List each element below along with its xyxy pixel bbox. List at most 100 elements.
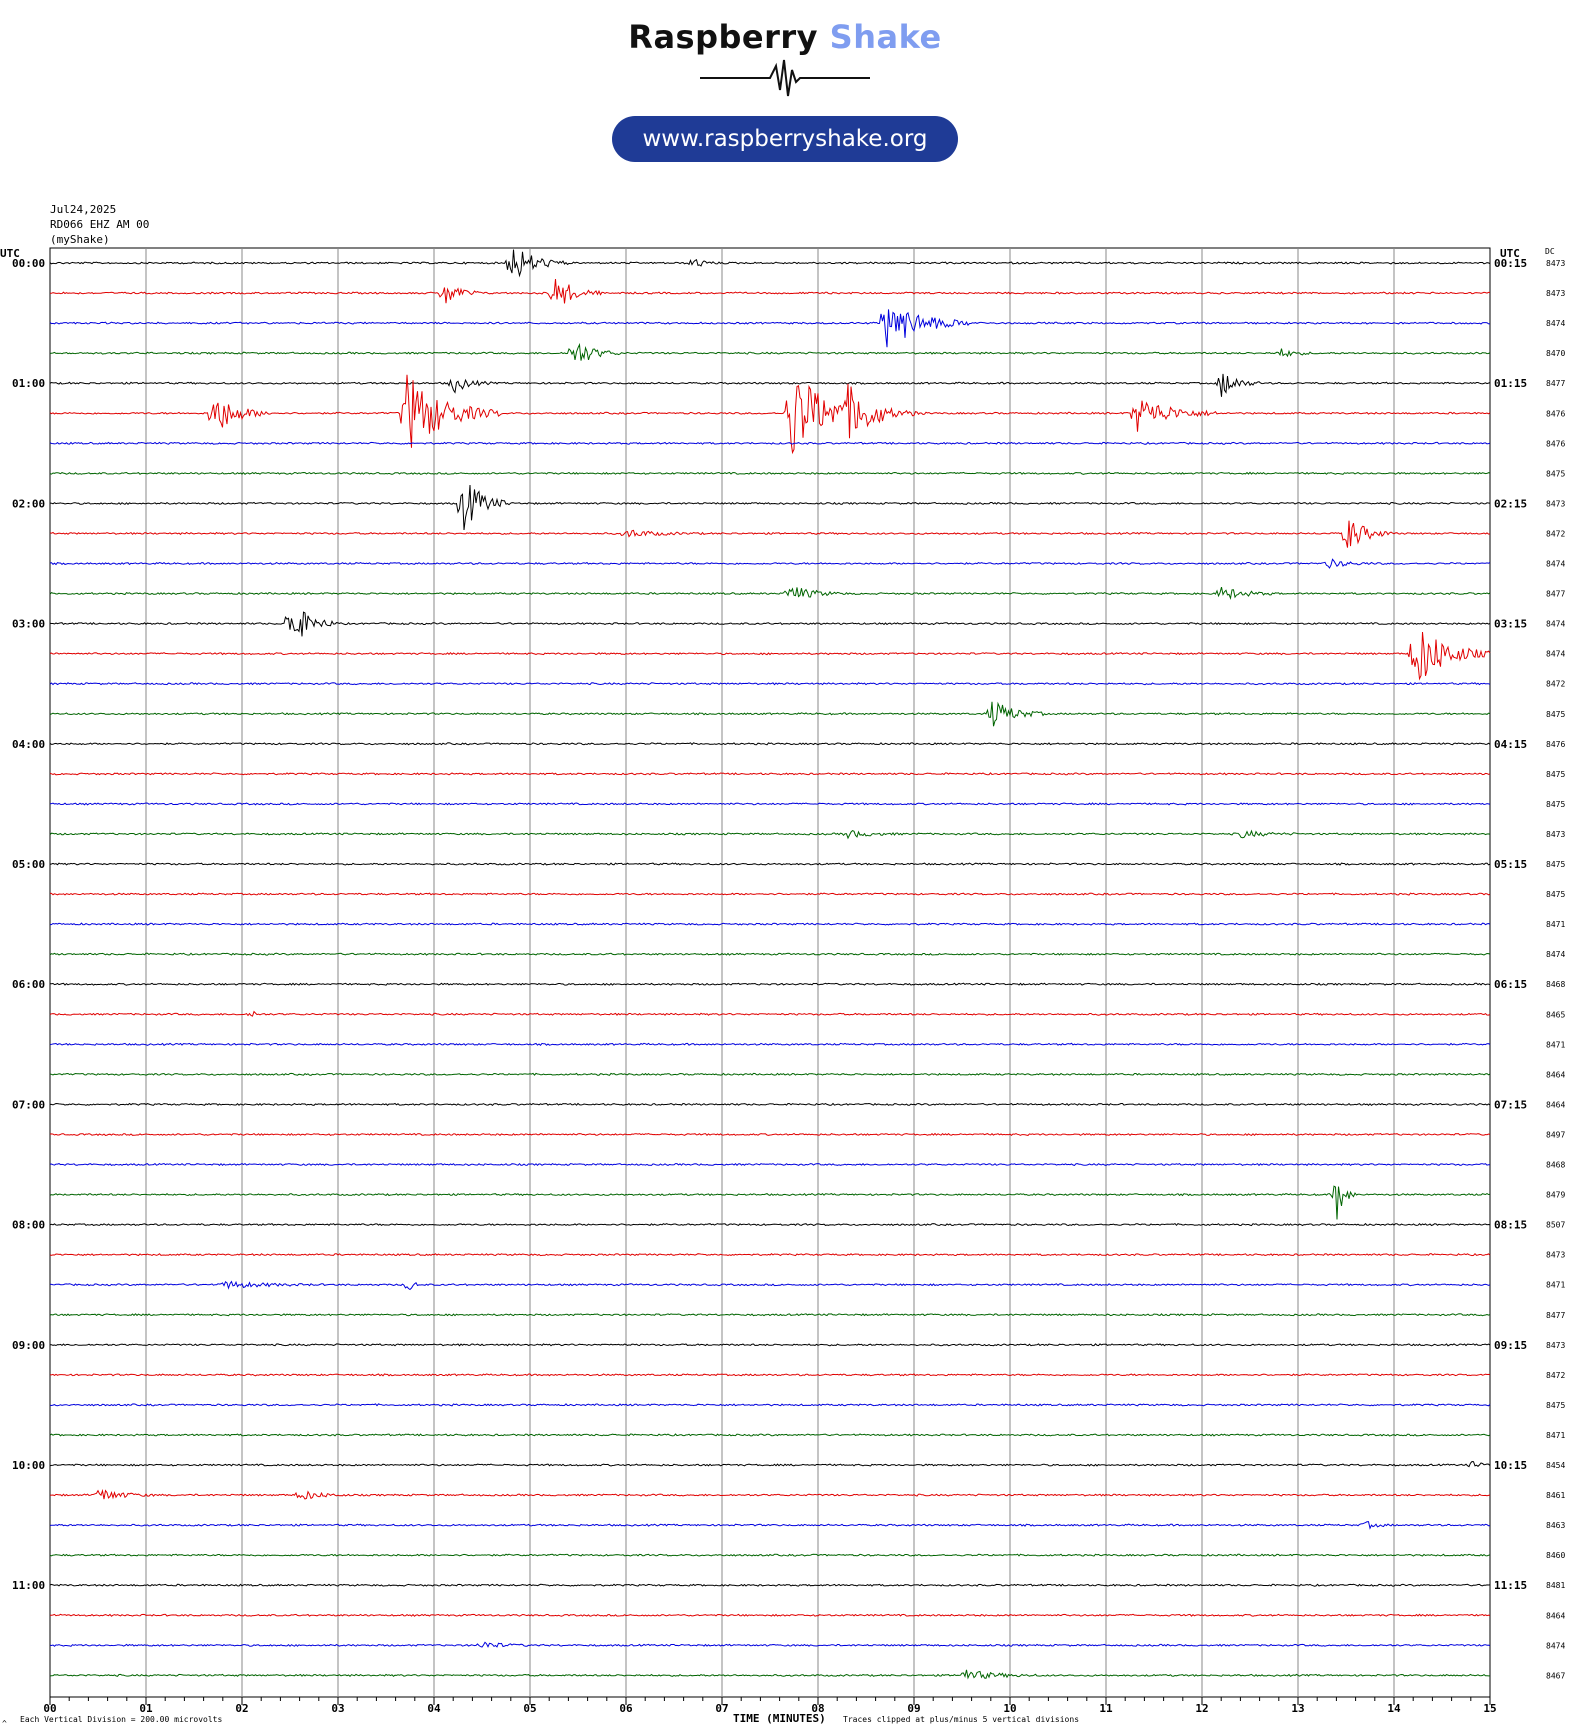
dc-offset-value: 8497 — [1546, 1130, 1565, 1139]
dc-offset-value: 8473 — [1546, 289, 1565, 298]
website-url-link[interactable]: www.raspberryshake.org — [612, 116, 958, 162]
trace-line — [49, 309, 1491, 348]
trace-line — [50, 1343, 1491, 1347]
right-hour-label: 11:15 — [1494, 1579, 1527, 1592]
dc-offset-value: 8475 — [1546, 770, 1565, 779]
trace-line — [49, 558, 1491, 569]
trace-line — [49, 471, 1491, 475]
right-hour-label: 08:15 — [1494, 1219, 1527, 1232]
trace-line — [50, 1102, 1491, 1106]
dc-offset-value: 8471 — [1546, 1040, 1565, 1049]
x-tick-label: 03 — [331, 1702, 344, 1715]
vertical-division-note: Each Vertical Division = 200.00 microvol… — [20, 1715, 222, 1724]
dc-offset-value: 8473 — [1546, 259, 1565, 268]
trace-line — [49, 1488, 1491, 1500]
dc-offset-value: 8474 — [1546, 1641, 1565, 1650]
trace-line — [49, 1010, 1491, 1017]
dc-offset-value: 8472 — [1546, 1371, 1565, 1380]
trace-line — [49, 520, 1491, 548]
dc-offset-value: 8474 — [1546, 560, 1565, 569]
dc-offset-value: 8476 — [1546, 740, 1565, 749]
x-tick-label: 11 — [1099, 1702, 1113, 1715]
dc-offset-value: 8474 — [1546, 620, 1565, 629]
x-axis: 00 01 02 03 04 05 06 07 08 09 10 11 12 13 14 15 — [43, 1697, 1497, 1715]
trace-line — [49, 682, 1491, 686]
trace-line — [49, 1553, 1491, 1557]
dc-column-title: DC — [1545, 247, 1555, 256]
data-source: (myShake) — [50, 233, 110, 246]
dc-offset-value: 8461 — [1546, 1491, 1565, 1500]
dc-offset-value: 8481 — [1546, 1581, 1565, 1590]
trace-line — [49, 631, 1491, 681]
x-tick-label: 12 — [1195, 1702, 1208, 1715]
dc-offset-value: 8472 — [1546, 529, 1565, 538]
trace-line — [49, 1669, 1490, 1680]
dc-offset-value: 8464 — [1546, 1611, 1565, 1620]
trace-line — [49, 1072, 1491, 1076]
left-hour-label: 00:00 — [12, 257, 45, 270]
dc-offset-value: 8467 — [1546, 1671, 1565, 1680]
dc-offset-value: 8477 — [1546, 1311, 1565, 1320]
dc-offset-value: 8474 — [1546, 650, 1565, 659]
dc-offset-value: 8475 — [1546, 469, 1565, 478]
station-id: RD066 EHZ AM 00 — [50, 218, 150, 231]
dc-offset-value: 8465 — [1546, 1010, 1565, 1019]
trace-line — [49, 1521, 1490, 1530]
trace-line — [49, 1373, 1491, 1377]
dc-offset-value: 8475 — [1546, 1401, 1565, 1410]
trace-line — [49, 1313, 1491, 1317]
plot-frame — [49, 247, 1491, 1698]
x-tick-label: 08 — [811, 1702, 824, 1715]
trace-line — [49, 952, 1491, 956]
x-axis-label: TIME (MINUTES) — [733, 1712, 826, 1725]
trace-line — [49, 1641, 1491, 1648]
x-tick-label: 09 — [907, 1702, 920, 1715]
dc-offset-value: 8477 — [1546, 379, 1565, 388]
x-tick-label: 02 — [235, 1702, 248, 1715]
right-hour-label: 10:15 — [1494, 1459, 1527, 1472]
dc-offset-value: 8472 — [1546, 680, 1565, 689]
left-hour-label: 01:00 — [12, 377, 45, 390]
left-hour-label: 03:00 — [12, 618, 45, 631]
left-hour-label: 05:00 — [12, 858, 45, 871]
x-tick-label: 06 — [619, 1702, 633, 1715]
left-hour-label: 04:00 — [12, 738, 45, 751]
dc-offset-value: 8471 — [1546, 1431, 1565, 1440]
dc-offset-value: 8470 — [1546, 349, 1565, 358]
trace-line — [49, 1433, 1491, 1437]
trace-line — [49, 1042, 1491, 1047]
trace-line — [49, 374, 1491, 455]
trace-line — [49, 441, 1491, 445]
dc-offset-value: 8473 — [1546, 830, 1565, 839]
dc-offset-value: 8468 — [1546, 980, 1565, 989]
plot-date: Jul24,2025 — [50, 203, 117, 216]
left-axis-title: UTC — [0, 247, 20, 260]
dc-offset-value: 8464 — [1546, 1100, 1565, 1109]
hour-labels: 00:00 00:15 01:00 01:15 02:00 02:15 03:00 03:15… — [12, 257, 1565, 1680]
right-hour-label: 09:15 — [1494, 1339, 1527, 1352]
x-tick-label: 13 — [1291, 1702, 1304, 1715]
left-hour-label: 02:00 — [12, 497, 45, 510]
dc-offset-value: 8471 — [1546, 920, 1565, 929]
trace-line — [49, 249, 1491, 278]
right-hour-label: 01:15 — [1494, 377, 1527, 390]
x-tick-label: 05 — [523, 1702, 536, 1715]
x-tick-label: 00 — [43, 1702, 56, 1715]
trace-line — [49, 701, 1491, 727]
dc-offset-value: 8473 — [1546, 1341, 1565, 1350]
trace-line — [49, 802, 1491, 806]
trace-lines — [49, 249, 1491, 1680]
trace-line — [49, 1583, 1491, 1587]
dc-offset-value: 8464 — [1546, 1070, 1565, 1079]
dc-offset-value: 8454 — [1546, 1461, 1565, 1470]
dc-offset-value: 8475 — [1546, 860, 1565, 869]
x-tick-label: 14 — [1387, 1702, 1401, 1715]
left-hour-label: 07:00 — [12, 1098, 45, 1111]
dc-offset-value: 8473 — [1546, 499, 1565, 508]
dc-offset-value: 8477 — [1546, 590, 1565, 599]
clipping-note: Traces clipped at plus/minus 5 vertical … — [843, 1715, 1079, 1724]
x-tick-label: 04 — [427, 1702, 441, 1715]
x-tick-label: 15 — [1483, 1702, 1496, 1715]
dc-offset-value: 8479 — [1546, 1191, 1565, 1200]
dc-offset-value: 8476 — [1546, 439, 1565, 448]
